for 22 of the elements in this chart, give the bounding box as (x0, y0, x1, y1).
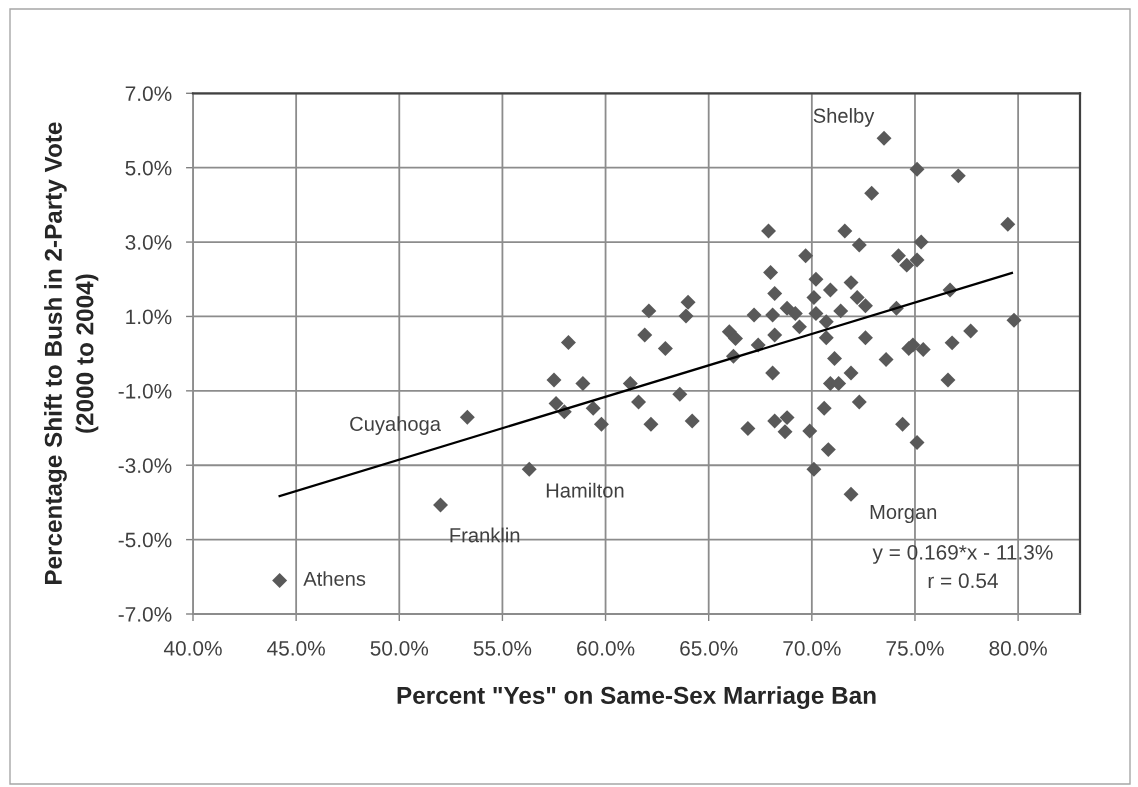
x-tick-label: 60.0% (577, 640, 635, 656)
annotation: Shelby (813, 108, 875, 127)
y-axis-title: Percentage Shift to Bush in 2-Party Vote (2000 to 2004) (44, 122, 99, 585)
y-tick-label: -3.0% (118, 458, 172, 473)
y-tick-label: -5.0% (118, 532, 172, 548)
y-tick-label: 7.0% (125, 86, 172, 102)
x-tick-label: 70.0% (783, 640, 841, 656)
x-tick-label: 80.0% (989, 640, 1047, 656)
annotation: r = 0.54 (928, 573, 998, 589)
y-tick-label: 5.0% (125, 160, 172, 176)
y-tick-label: -7.0% (118, 607, 172, 622)
x-tick-label: 40.0% (163, 640, 222, 656)
x-tick-label: 55.0% (473, 640, 532, 656)
y-tick-label: 1.0% (126, 309, 172, 325)
x-tick-label: 75.0% (886, 640, 944, 656)
y-tick-label: 3.0% (125, 235, 172, 250)
y-tick-label: -1.0% (118, 383, 172, 399)
x-axis-title: Percent "Yes" on Same-Sex Marriage Ban (397, 686, 876, 709)
x-tick-label: 45.0% (267, 640, 325, 656)
x-tick-label: 65.0% (680, 640, 738, 656)
x-tick-label: 50.0% (370, 640, 429, 656)
annotation: Athens (303, 571, 366, 586)
